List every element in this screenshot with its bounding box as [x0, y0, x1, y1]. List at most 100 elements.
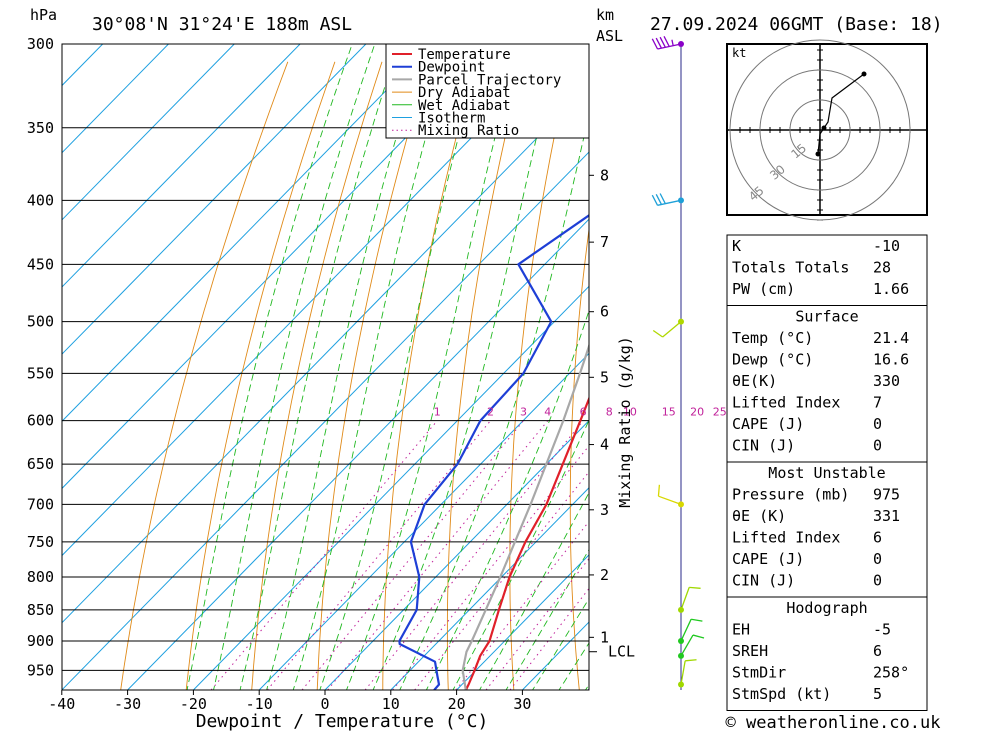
hodograph-unit-label: kt	[732, 46, 746, 60]
table-row-label: Pressure (mb)	[732, 486, 849, 504]
table-row-label: EH	[732, 621, 750, 639]
isotherm-line	[258, 352, 589, 690]
wind-barb-dot	[678, 652, 684, 659]
temperature-tick-label: -20	[180, 695, 207, 713]
wind-barb-half-flag	[671, 39, 674, 46]
profile-series	[398, 214, 589, 690]
legend-entry: Parcel Trajectory	[418, 72, 561, 88]
isotherm-line	[390, 487, 589, 690]
dry-adiabat-line	[569, 226, 589, 690]
pressure-tick-label: 300	[27, 35, 54, 53]
wet-adiabat-line	[425, 309, 589, 690]
wind-barb-flag	[685, 659, 697, 662]
table-row-value: 21.4	[873, 329, 909, 347]
wind-barb-flag	[663, 36, 670, 47]
mixing-ratio-line	[392, 444, 589, 690]
wind-barb	[652, 318, 684, 338]
table-row-value: 330	[873, 372, 900, 390]
pressure-tick-label: 500	[27, 313, 54, 331]
table-row-label: Lifted Index	[732, 529, 840, 547]
temperature-tick-label: -10	[246, 695, 273, 713]
wet-adiabat-line	[239, 44, 400, 690]
table-row-value: -10	[873, 237, 900, 255]
table-row-value: 28	[873, 259, 891, 277]
wind-barb-staff	[658, 495, 682, 506]
table-row-label: Temp (°C)	[732, 329, 813, 347]
wind-barb-flag	[659, 193, 666, 204]
wet-adiabat-line	[505, 548, 589, 690]
legend-entry: Dewpoint	[418, 60, 485, 76]
dry-adiabat-line	[120, 61, 289, 690]
km-tick-label: 4	[600, 436, 609, 454]
dry-adiabat-line	[686, 62, 712, 690]
most-unstable-table: Most Unstable Pressure (mb) 975 θE (K) 331 Li…	[726, 461, 928, 598]
x-axis-label: Dewpoint / Temperature (°C)	[196, 711, 489, 732]
pressure-tick-label: 350	[27, 119, 54, 137]
isotherm-line	[62, 44, 301, 288]
wind-barb-flag	[651, 38, 659, 50]
table-row-value: 6	[873, 642, 882, 660]
table-row-label: K	[732, 237, 741, 255]
wet-adiabat-line	[479, 491, 589, 690]
legend-entry: Mixing Ratio	[418, 123, 519, 139]
mixing-ratio-label: 25	[713, 406, 727, 419]
legend-entry: Temperature	[418, 47, 511, 63]
table-row-label: StmDir	[732, 664, 786, 682]
wind-barb-dot	[678, 681, 684, 688]
pressure-tick-label: 700	[27, 495, 54, 513]
table-row-label: CIN (J)	[732, 572, 795, 590]
surface-table: Surface Temp (°C) 21.4 Dewp (°C) 16.6 θE(K) 33…	[726, 305, 928, 463]
km-tick-label: 1	[600, 628, 609, 646]
legend-entry: Isotherm	[418, 111, 485, 127]
wind-barb-flag	[657, 484, 661, 497]
mixing-ratio-line	[455, 520, 589, 690]
plot-background-lines	[62, 44, 1000, 690]
wind-barb-dot	[678, 41, 684, 47]
km-tick-label: 2	[600, 566, 609, 584]
hodograph-summary-table-title: Hodograph	[786, 599, 867, 617]
table-row-label: SREH	[732, 642, 768, 660]
hodograph-point	[821, 125, 827, 131]
dry-adiabat-line	[629, 62, 665, 690]
most-unstable-table-frame	[726, 461, 928, 598]
hodograph-ring	[759, 69, 881, 191]
mixing-ratio-label: 10	[623, 406, 637, 419]
wind-barb-flag	[651, 194, 659, 206]
pressure-tick-label: 450	[27, 255, 54, 273]
isotherm-line	[62, 44, 367, 355]
pressure-tick-label: 850	[27, 601, 54, 619]
wind-barb-staff	[680, 587, 690, 611]
temperature-tick-label: -40	[48, 695, 75, 713]
wind-barb-dot	[678, 606, 684, 613]
table-row-value: 0	[873, 572, 882, 590]
table-row-value: 5	[873, 685, 882, 703]
series-dewpoint	[398, 214, 589, 690]
wind-barb-flag	[659, 36, 666, 48]
table-row-label: θE (K)	[732, 507, 786, 525]
km-label: km	[596, 6, 614, 24]
mixing-ratio-label: 15	[662, 406, 676, 419]
table-row-value: -5	[873, 621, 891, 639]
table-row-value: 975	[873, 486, 900, 504]
table-row-value: 258°	[873, 664, 909, 682]
wind-barb-dot	[678, 637, 684, 644]
isotherm-line	[62, 84, 589, 624]
most-unstable-table-title: Most Unstable	[768, 464, 885, 482]
mixing-ratio-label: 1	[434, 406, 441, 419]
wind-barb	[678, 618, 703, 644]
surface-table-title: Surface	[795, 308, 858, 326]
dry-adiabat-line	[382, 61, 477, 690]
table-row-value: 331	[873, 507, 900, 525]
dry-adiabat-line	[994, 62, 1000, 690]
wet-adiabat-line	[292, 44, 454, 690]
dry-adiabat-line	[446, 61, 524, 690]
mixing-ratio-line	[210, 420, 438, 690]
wind-barb	[651, 193, 684, 206]
isotherm-line	[62, 44, 564, 557]
isotherm-line	[193, 285, 589, 690]
table-row-value: 0	[873, 415, 882, 433]
wind-barb-flag	[655, 37, 663, 49]
mixing-ratio-line	[266, 420, 491, 690]
asl-label: ASL	[596, 27, 623, 45]
